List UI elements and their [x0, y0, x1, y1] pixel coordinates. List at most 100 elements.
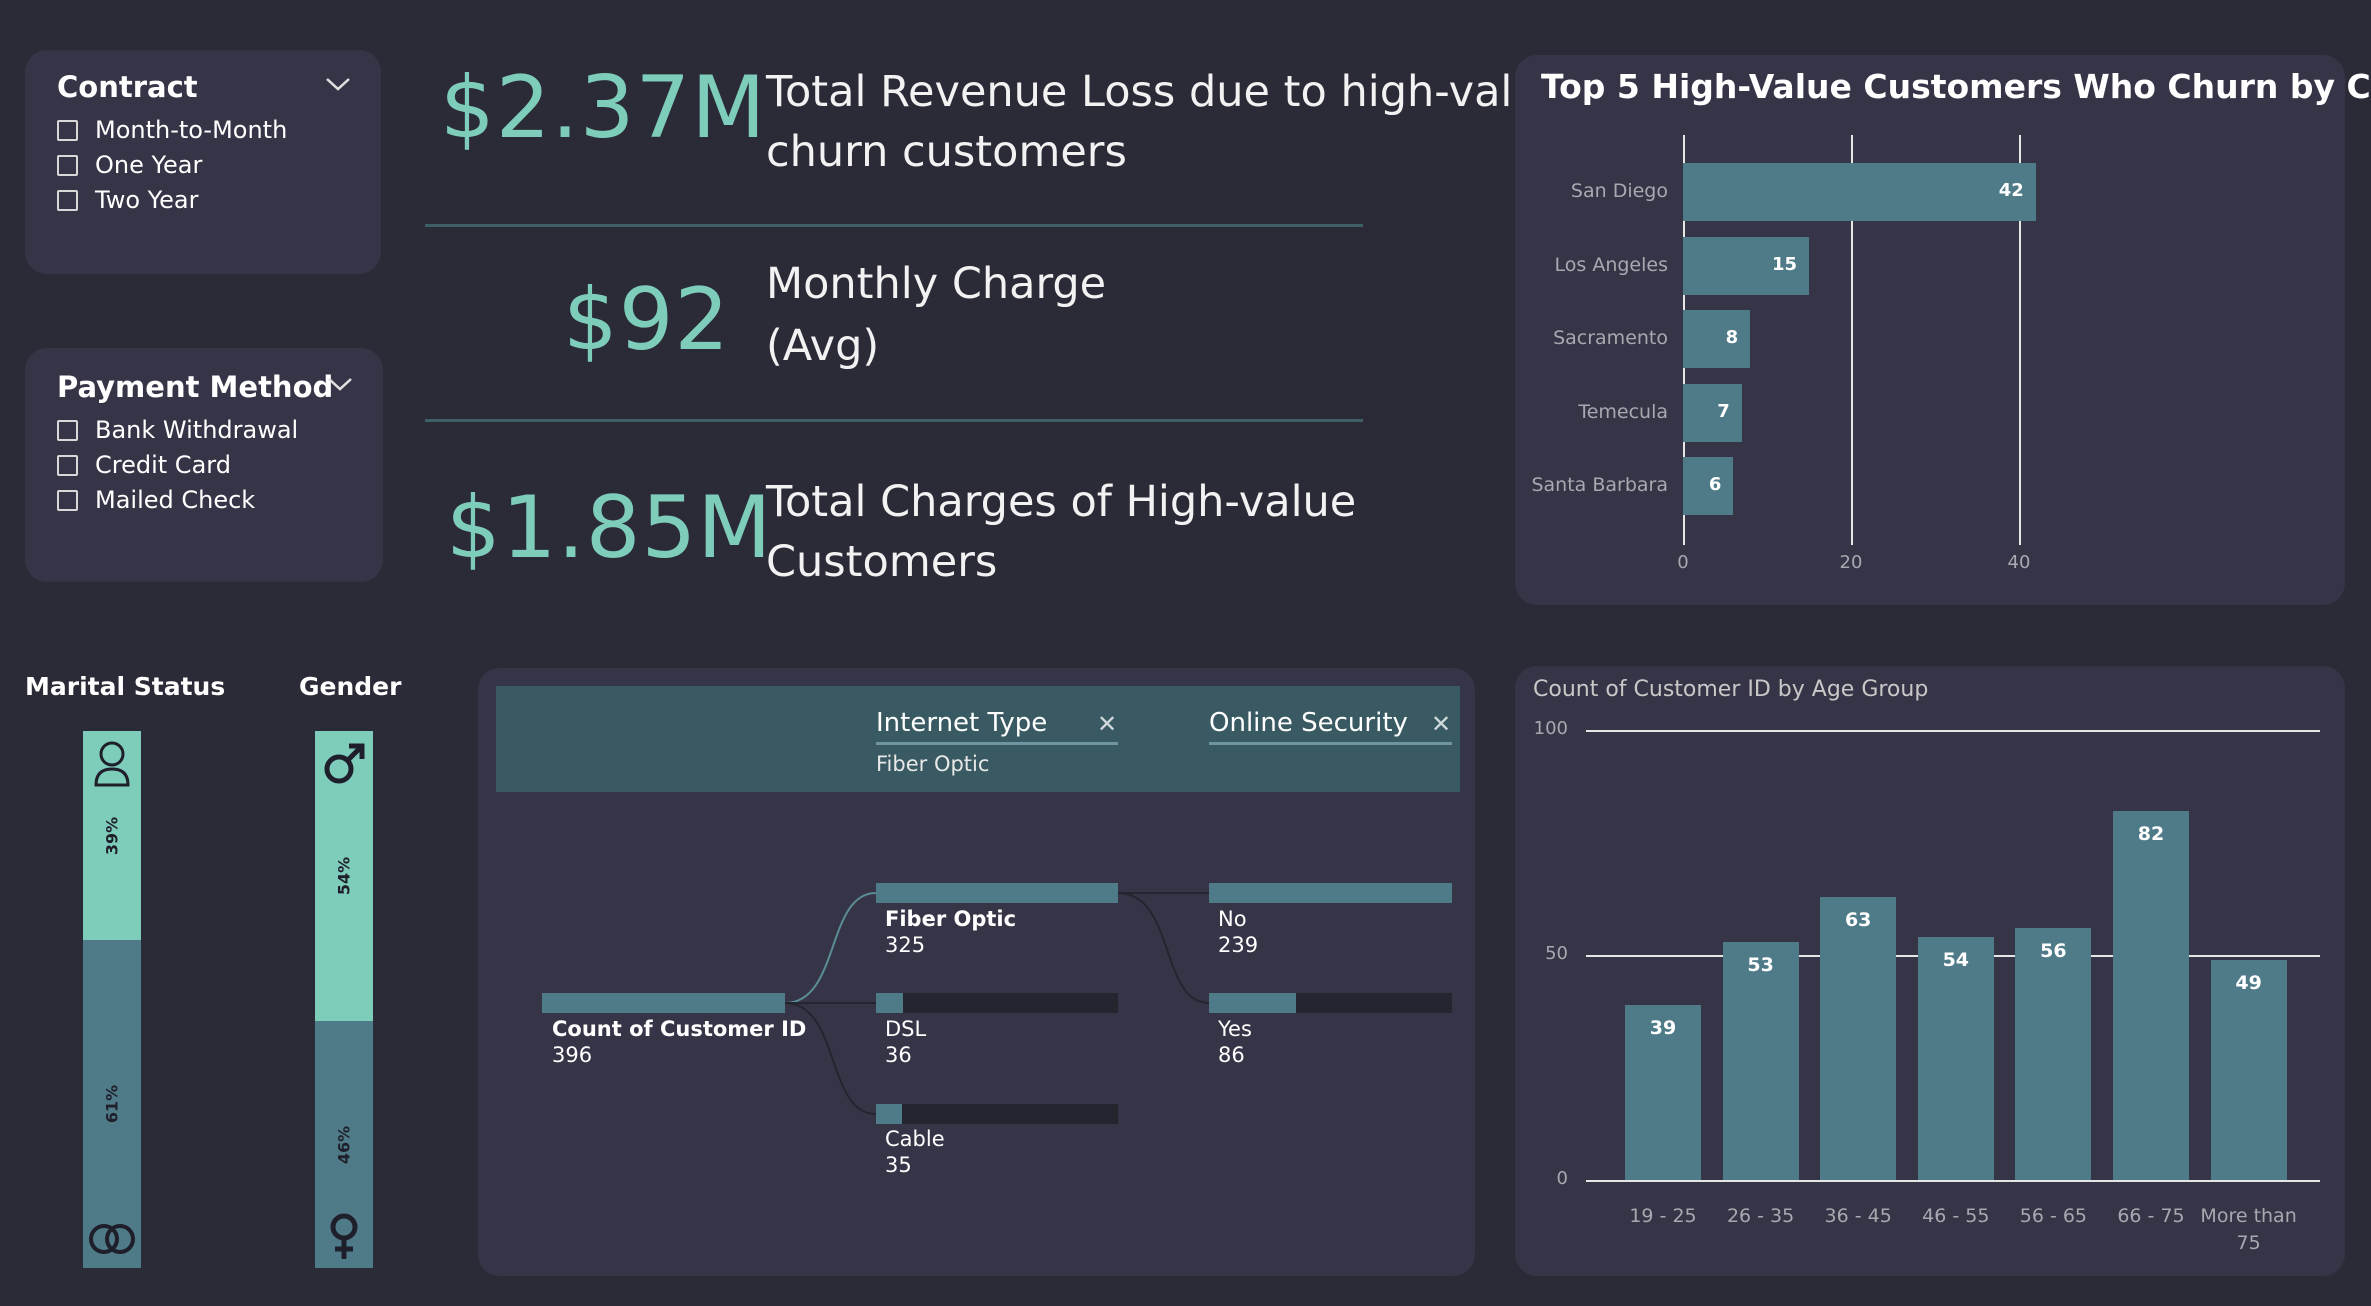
gender-title: Gender [299, 672, 402, 701]
kpi-label-line2: Customers [766, 537, 998, 587]
kpi-label-line2: churn customers [766, 127, 1127, 177]
chevron-down-icon[interactable] [327, 376, 353, 392]
close-icon[interactable]: ✕ [1431, 710, 1452, 738]
bar[interactable] [1683, 236, 1809, 295]
category-label: 36 - 45 [1824, 1205, 1892, 1227]
bar[interactable] [1625, 1004, 1701, 1180]
x-tick-label: 0 [1677, 552, 1689, 573]
category-label: 66 - 75 [2117, 1205, 2185, 1227]
kpi-divider [425, 224, 1363, 227]
contract-slicer: Contract Month-to-Month One Year Two Yea… [25, 50, 381, 274]
checkbox[interactable] [57, 154, 78, 176]
close-icon[interactable]: ✕ [1097, 710, 1118, 738]
person-icon [94, 741, 130, 787]
checkbox[interactable] [57, 419, 78, 441]
gender-bar: 54% 46% [315, 731, 373, 1268]
bar[interactable] [1683, 457, 1734, 515]
data-label: 82 [2137, 823, 2165, 845]
marital-status-title: Marital Status [25, 672, 226, 701]
level-underline [1209, 742, 1452, 745]
y-tick-label: 0 [1556, 1168, 1568, 1189]
option-label: One Year [95, 151, 203, 179]
checkbox[interactable] [57, 489, 78, 511]
rings-icon [89, 1224, 135, 1254]
category-label: Santa Barbara [1531, 474, 1668, 496]
male-icon [324, 743, 365, 784]
root-node-value: 396 [552, 1043, 593, 1067]
marital-single-segment: 39% [83, 731, 141, 940]
checkbox[interactable] [57, 119, 78, 141]
payment-option-credit-card[interactable]: Credit Card [57, 451, 231, 479]
node-name: Yes [1218, 1017, 1252, 1041]
node-value: 86 [1218, 1043, 1245, 1067]
gender-female-segment: 46% [315, 1021, 373, 1268]
kpi-label-line1: Total Revenue Loss due to high-value [766, 67, 1567, 117]
bar[interactable] [1683, 383, 1742, 442]
category-label: San Diego [1570, 180, 1668, 202]
data-label: 63 [1844, 908, 1872, 931]
option-label: Mailed Check [95, 486, 256, 514]
data-label: 42 [1998, 180, 2024, 201]
bar[interactable] [2210, 959, 2287, 1180]
node-bar-fiber-optic[interactable] [876, 883, 1118, 903]
kpi-value: $1.85M [446, 478, 773, 578]
option-label: Bank Withdrawal [95, 416, 299, 444]
bar[interactable] [2015, 928, 2092, 1180]
chevron-down-icon[interactable] [325, 76, 351, 92]
data-label: 39 [1649, 1016, 1677, 1039]
segment-percent: 46% [334, 1125, 354, 1164]
gender-male-segment: 54% [315, 731, 373, 1021]
x-tick-label: 20 [1839, 552, 1863, 573]
city-chart-title: Top 5 High-Value Customers Who Churn by … [1541, 67, 2371, 106]
category-label: 56 - 65 [2019, 1205, 2088, 1227]
y-gridline [1586, 1180, 2320, 1182]
kpi-value: $92 [563, 270, 731, 370]
y-gridline [1586, 730, 2320, 732]
data-label: 15 [1771, 253, 1797, 275]
bar[interactable] [1820, 896, 1897, 1180]
checkbox[interactable] [57, 454, 78, 476]
bar[interactable] [1683, 310, 1751, 368]
node-bar-cable[interactable] [876, 1104, 902, 1124]
city-chart-card: Top 5 High-Value Customers Who Churn by … [1515, 55, 2371, 605]
contract-option-one-year[interactable]: One Year [57, 151, 202, 179]
kpi-label-line2: (Avg) [766, 321, 880, 371]
category-label: More than 75 [2200, 1205, 2297, 1254]
bar[interactable] [2113, 811, 2189, 1180]
bar[interactable] [1917, 937, 1994, 1180]
node-bar-no[interactable] [1209, 883, 1452, 903]
payment-method-slicer: Payment Method Bank Withdrawal Credit Ca… [25, 348, 383, 582]
x-gridline [2019, 135, 2021, 545]
contract-option-two-year[interactable]: Two Year [57, 186, 198, 214]
data-label: 49 [2235, 971, 2262, 994]
segment-percent: 54% [334, 856, 354, 896]
kpi-divider [425, 419, 1363, 422]
bar[interactable] [1683, 163, 2036, 221]
payment-option-mailed-check[interactable]: Mailed Check [57, 486, 255, 514]
city-chart-plot: 0 20 40 San Diego 42 Los Angeles 15 Sacramento 8… [1515, 55, 2345, 605]
y-tick-label: 100 [1533, 718, 1568, 739]
x-tick-label: 40 [2007, 552, 2031, 573]
y-tick-label: 50 [1545, 943, 1568, 964]
category-label: 46 - 55 [1922, 1205, 1990, 1227]
category-label: Temecula [1578, 400, 1668, 423]
category-label: 26 - 35 [1726, 1205, 1795, 1227]
root-node-bar[interactable] [542, 993, 785, 1013]
payment-option-bank-withdrawal[interactable]: Bank Withdrawal [57, 416, 298, 444]
node-bar-dsl[interactable] [876, 993, 903, 1013]
contract-option-month-to-month[interactable]: Month-to-Month [57, 116, 287, 144]
checkbox[interactable] [57, 189, 78, 211]
bar[interactable] [1722, 941, 1799, 1180]
data-label: 6 [1708, 474, 1722, 495]
category-label: Los Angeles [1554, 253, 1668, 276]
node-value: 36 [885, 1043, 912, 1067]
data-label: 53 [1747, 953, 1774, 976]
data-label: 8 [1725, 327, 1739, 348]
marital-married-segment: 61% [83, 940, 141, 1268]
node-name: DSL [885, 1017, 927, 1041]
level-title-internet-type: Internet Type [876, 708, 1048, 738]
contract-slicer-title: Contract [57, 70, 198, 104]
node-bar-yes[interactable] [1209, 993, 1296, 1013]
node-name: No [1218, 907, 1247, 931]
payment-slicer-title: Payment Method [57, 370, 334, 404]
